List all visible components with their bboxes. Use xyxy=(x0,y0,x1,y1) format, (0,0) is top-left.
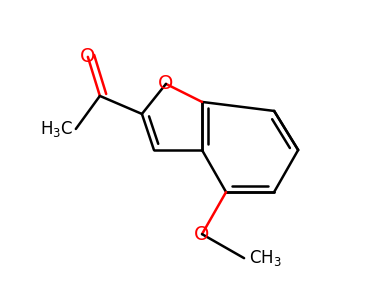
Text: O: O xyxy=(80,47,95,66)
Text: H$_3$C: H$_3$C xyxy=(40,119,73,139)
Text: O: O xyxy=(194,225,210,244)
Text: CH$_3$: CH$_3$ xyxy=(249,248,281,268)
Text: O: O xyxy=(158,74,174,93)
